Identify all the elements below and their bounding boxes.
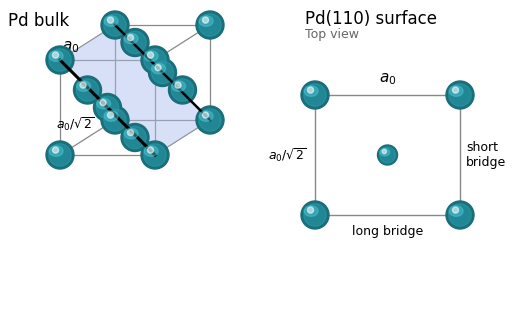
Circle shape — [446, 81, 474, 109]
Ellipse shape — [379, 147, 396, 163]
Ellipse shape — [124, 128, 138, 139]
Circle shape — [100, 99, 106, 106]
Ellipse shape — [199, 109, 221, 131]
Ellipse shape — [449, 206, 463, 216]
Circle shape — [301, 81, 329, 109]
Polygon shape — [60, 25, 210, 155]
Circle shape — [141, 46, 169, 74]
Ellipse shape — [96, 96, 119, 119]
Ellipse shape — [77, 79, 99, 101]
Ellipse shape — [199, 14, 221, 36]
Ellipse shape — [304, 84, 326, 106]
Circle shape — [121, 28, 149, 57]
Ellipse shape — [151, 63, 165, 74]
Circle shape — [121, 124, 149, 151]
Circle shape — [127, 35, 133, 41]
Circle shape — [46, 46, 74, 74]
Ellipse shape — [49, 144, 71, 166]
Ellipse shape — [77, 81, 90, 91]
Circle shape — [52, 52, 58, 58]
Circle shape — [94, 94, 121, 121]
Text: $a_0 / \sqrt{2}$: $a_0 / \sqrt{2}$ — [268, 146, 307, 164]
Ellipse shape — [449, 84, 471, 106]
Ellipse shape — [304, 204, 326, 226]
Ellipse shape — [144, 146, 158, 156]
Circle shape — [148, 58, 176, 87]
Text: short
bridge: short bridge — [466, 141, 506, 169]
Ellipse shape — [449, 204, 471, 226]
Circle shape — [203, 112, 208, 118]
Circle shape — [377, 145, 398, 165]
Ellipse shape — [104, 109, 126, 131]
Ellipse shape — [104, 14, 126, 36]
Ellipse shape — [49, 49, 71, 71]
Ellipse shape — [199, 16, 213, 26]
Circle shape — [446, 201, 474, 229]
Text: $a_0$: $a_0$ — [62, 39, 80, 55]
Circle shape — [169, 76, 196, 104]
Ellipse shape — [144, 49, 166, 71]
Text: Pd(110) surface: Pd(110) surface — [305, 10, 437, 28]
Text: long bridge: long bridge — [352, 225, 423, 238]
Text: Top view: Top view — [305, 28, 359, 41]
Circle shape — [46, 141, 74, 169]
Ellipse shape — [124, 31, 146, 54]
Circle shape — [80, 82, 86, 88]
Circle shape — [127, 129, 133, 136]
Ellipse shape — [49, 146, 63, 156]
Circle shape — [301, 201, 329, 229]
Circle shape — [141, 141, 169, 169]
Ellipse shape — [124, 126, 146, 149]
Circle shape — [108, 17, 114, 23]
Circle shape — [196, 106, 224, 134]
Ellipse shape — [199, 111, 213, 121]
Ellipse shape — [304, 206, 318, 216]
Text: Pd bulk: Pd bulk — [8, 12, 69, 30]
Circle shape — [382, 149, 387, 154]
Ellipse shape — [124, 33, 138, 44]
Circle shape — [196, 11, 224, 39]
Ellipse shape — [151, 61, 174, 84]
Ellipse shape — [49, 51, 63, 61]
Circle shape — [308, 207, 314, 213]
Ellipse shape — [104, 16, 118, 26]
Ellipse shape — [304, 86, 318, 96]
Text: $a_0 / \sqrt{2}$: $a_0 / \sqrt{2}$ — [56, 116, 95, 133]
Ellipse shape — [144, 51, 158, 61]
Circle shape — [52, 147, 58, 153]
Circle shape — [73, 76, 101, 104]
Circle shape — [203, 17, 208, 23]
Ellipse shape — [379, 148, 390, 156]
Circle shape — [147, 52, 154, 58]
Circle shape — [155, 65, 161, 71]
Circle shape — [452, 87, 459, 93]
Circle shape — [175, 82, 181, 88]
Ellipse shape — [97, 98, 111, 109]
Ellipse shape — [171, 79, 194, 101]
Circle shape — [101, 106, 129, 134]
Ellipse shape — [172, 81, 186, 91]
Ellipse shape — [449, 86, 463, 96]
Circle shape — [108, 112, 114, 118]
Circle shape — [452, 207, 459, 213]
Text: $a_0$: $a_0$ — [379, 71, 396, 87]
Circle shape — [147, 147, 154, 153]
Circle shape — [101, 11, 129, 39]
Ellipse shape — [144, 144, 166, 166]
Ellipse shape — [104, 111, 118, 121]
Circle shape — [308, 87, 314, 93]
